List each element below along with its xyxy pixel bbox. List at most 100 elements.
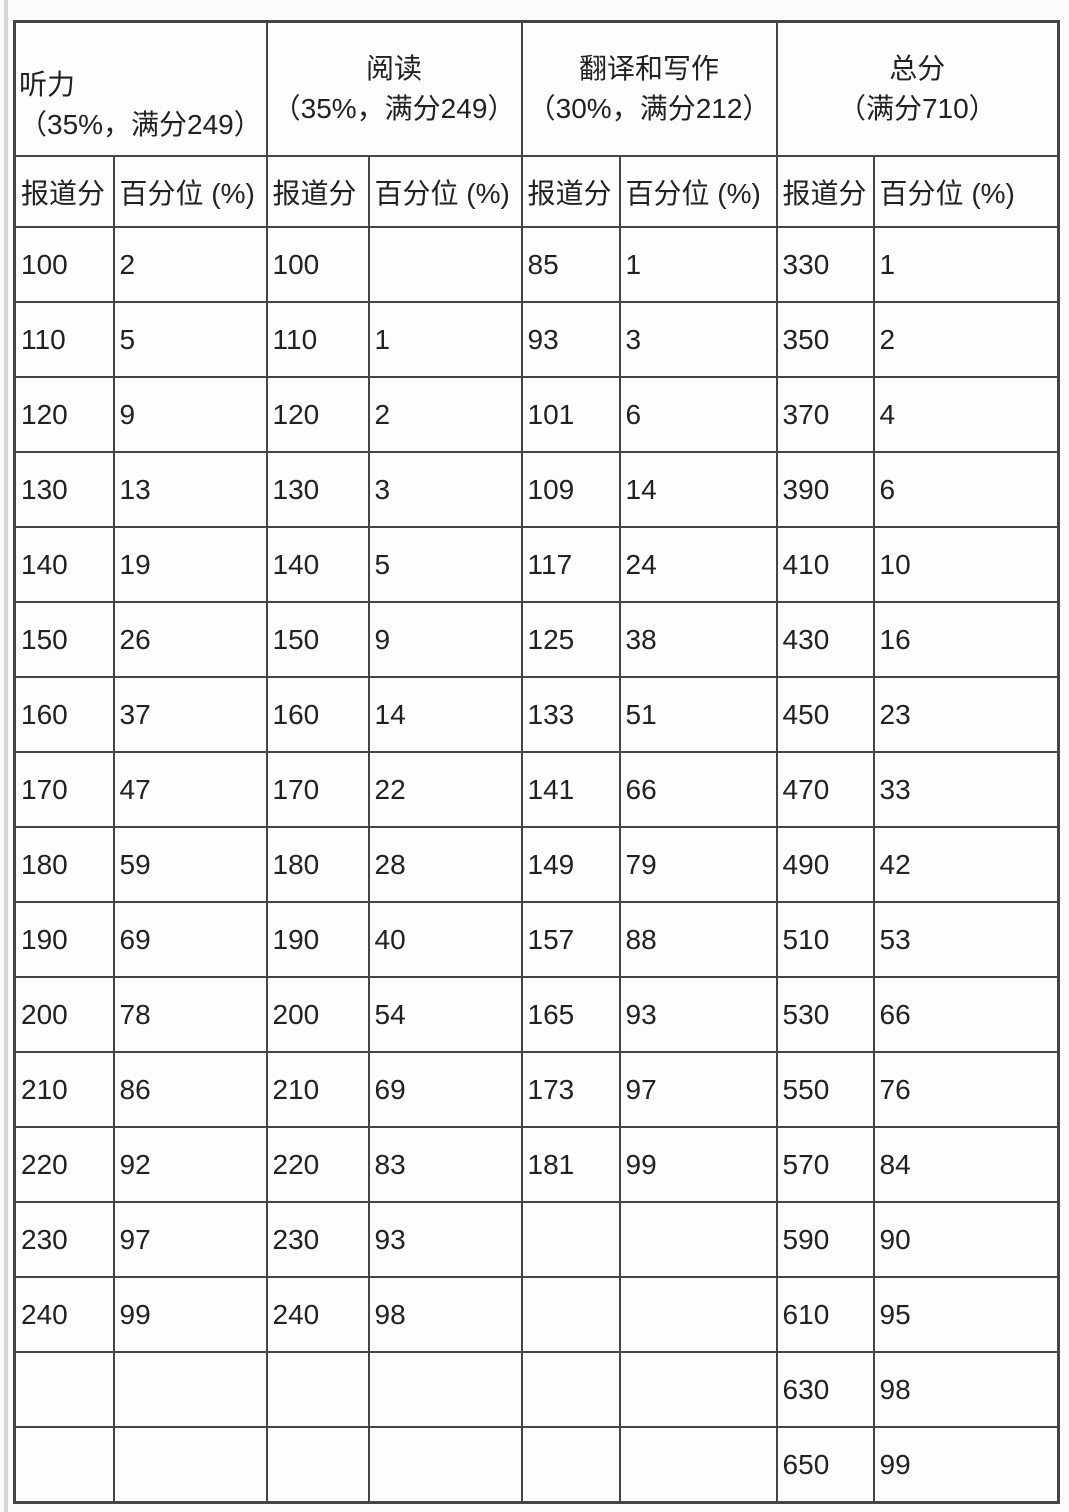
score-cell: 200: [13, 976, 115, 1053]
score-cell: 1: [872, 226, 1060, 303]
table-row: 210 86 210 69 173 97 550 76: [13, 1051, 1060, 1128]
score-cell: 220: [13, 1126, 115, 1203]
score-cell: [618, 1351, 778, 1428]
group-title: 总分: [889, 53, 946, 84]
score-cell: 93: [618, 976, 778, 1053]
score-cell: 630: [775, 1351, 875, 1428]
score-cell: 130: [13, 451, 115, 528]
score-percentile-table: 听力 （35%，满分249） 阅读 （35%，满分249） 翻译和写作 （30%…: [13, 20, 1061, 1504]
score-cell: [112, 1351, 268, 1428]
subheader-percentile: 百分位 (%): [112, 155, 268, 228]
score-cell: 120: [13, 376, 115, 453]
score-cell: 3: [618, 301, 778, 378]
score-cell: 150: [13, 601, 115, 678]
score-cell: [618, 1276, 778, 1353]
score-cell: 2: [112, 226, 268, 303]
score-cell: 69: [112, 901, 268, 978]
table-row: 120 9 120 2 101 6 370 4: [13, 376, 1060, 453]
score-cell: 220: [265, 1126, 370, 1203]
score-cell: 140: [13, 526, 115, 603]
score-cell: [367, 1426, 523, 1504]
score-cell: 93: [520, 301, 621, 378]
sub-header-row: 报道分 百分位 (%) 报道分 百分位 (%) 报道分 百分位 (%) 报道分 …: [13, 155, 1060, 228]
score-cell: [112, 1426, 268, 1504]
score-cell: 490: [775, 826, 875, 903]
score-cell: 190: [265, 901, 370, 978]
score-cell: 2: [872, 301, 1060, 378]
score-cell: 470: [775, 751, 875, 828]
score-cell: [367, 226, 523, 303]
score-cell: 6: [618, 376, 778, 453]
table-row: 200 78 200 54 165 93 530 66: [13, 976, 1060, 1053]
score-cell: 100: [265, 226, 370, 303]
score-cell: 130: [265, 451, 370, 528]
score-cell: 33: [872, 751, 1060, 828]
score-cell: 93: [367, 1201, 523, 1278]
score-cell: 42: [872, 826, 1060, 903]
group-subtitle: （35%，满分249）: [272, 93, 516, 124]
score-cell: 99: [872, 1426, 1060, 1504]
score-cell: 330: [775, 226, 875, 303]
table-row: 190 69 190 40 157 88 510 53: [13, 901, 1060, 978]
subheader-percentile: 百分位 (%): [618, 155, 778, 228]
score-cell: 133: [520, 676, 621, 753]
score-cell: 85: [520, 226, 621, 303]
score-cell: 99: [618, 1126, 778, 1203]
score-cell: 23: [872, 676, 1060, 753]
score-cell: 9: [367, 601, 523, 678]
score-cell: 66: [872, 976, 1060, 1053]
table-row: 130 13 130 3 109 14 390 6: [13, 451, 1060, 528]
score-cell: 170: [13, 751, 115, 828]
score-cell: 40: [367, 901, 523, 978]
score-cell: 19: [112, 526, 268, 603]
table-body: 100 2 100 85 1 330 1 110 5 110 1 93 3 350 2 120 9 120 2 101…: [13, 226, 1060, 1504]
score-cell: 570: [775, 1126, 875, 1203]
table-row: 100 2 100 85 1 330 1: [13, 226, 1060, 303]
score-cell: 86: [112, 1051, 268, 1128]
table-row: 240 99 240 98 610 95: [13, 1276, 1060, 1353]
score-cell: [520, 1276, 621, 1353]
score-cell: 240: [13, 1276, 115, 1353]
table-row: 170 47 170 22 141 66 470 33: [13, 751, 1060, 828]
score-cell: 97: [618, 1051, 778, 1128]
score-cell: 79: [618, 826, 778, 903]
score-cell: 37: [112, 676, 268, 753]
subheader-reported-score: 报道分: [13, 155, 115, 228]
score-cell: 510: [775, 901, 875, 978]
score-cell: 173: [520, 1051, 621, 1128]
subheader-reported-score: 报道分: [520, 155, 621, 228]
score-cell: 97: [112, 1201, 268, 1278]
score-cell: 16: [872, 601, 1060, 678]
score-cell: 210: [265, 1051, 370, 1128]
score-cell: 14: [618, 451, 778, 528]
score-cell: 550: [775, 1051, 875, 1128]
score-cell: 140: [265, 526, 370, 603]
group-header-translation-writing: 翻译和写作 （30%，满分212）: [520, 20, 778, 157]
group-header-row: 听力 （35%，满分249） 阅读 （35%，满分249） 翻译和写作 （30%…: [13, 20, 1060, 157]
score-cell: 370: [775, 376, 875, 453]
score-cell: [13, 1426, 115, 1504]
score-cell: 120: [265, 376, 370, 453]
score-cell: 240: [265, 1276, 370, 1353]
score-cell: [618, 1426, 778, 1504]
group-title: 听力: [19, 69, 76, 100]
score-cell: [265, 1351, 370, 1428]
score-cell: 180: [265, 826, 370, 903]
group-header-total: 总分 （满分710）: [775, 20, 1060, 157]
score-cell: 149: [520, 826, 621, 903]
score-cell: 390: [775, 451, 875, 528]
subheader-reported-score: 报道分: [775, 155, 875, 228]
score-cell: 117: [520, 526, 621, 603]
score-cell: 101: [520, 376, 621, 453]
score-cell: 53: [872, 901, 1060, 978]
score-cell: 26: [112, 601, 268, 678]
score-cell: 200: [265, 976, 370, 1053]
score-cell: 90: [872, 1201, 1060, 1278]
score-cell: [618, 1201, 778, 1278]
score-cell: 450: [775, 676, 875, 753]
score-cell: [520, 1201, 621, 1278]
score-cell: 54: [367, 976, 523, 1053]
score-cell: 10: [872, 526, 1060, 603]
score-cell: 3: [367, 451, 523, 528]
score-cell: [367, 1351, 523, 1428]
